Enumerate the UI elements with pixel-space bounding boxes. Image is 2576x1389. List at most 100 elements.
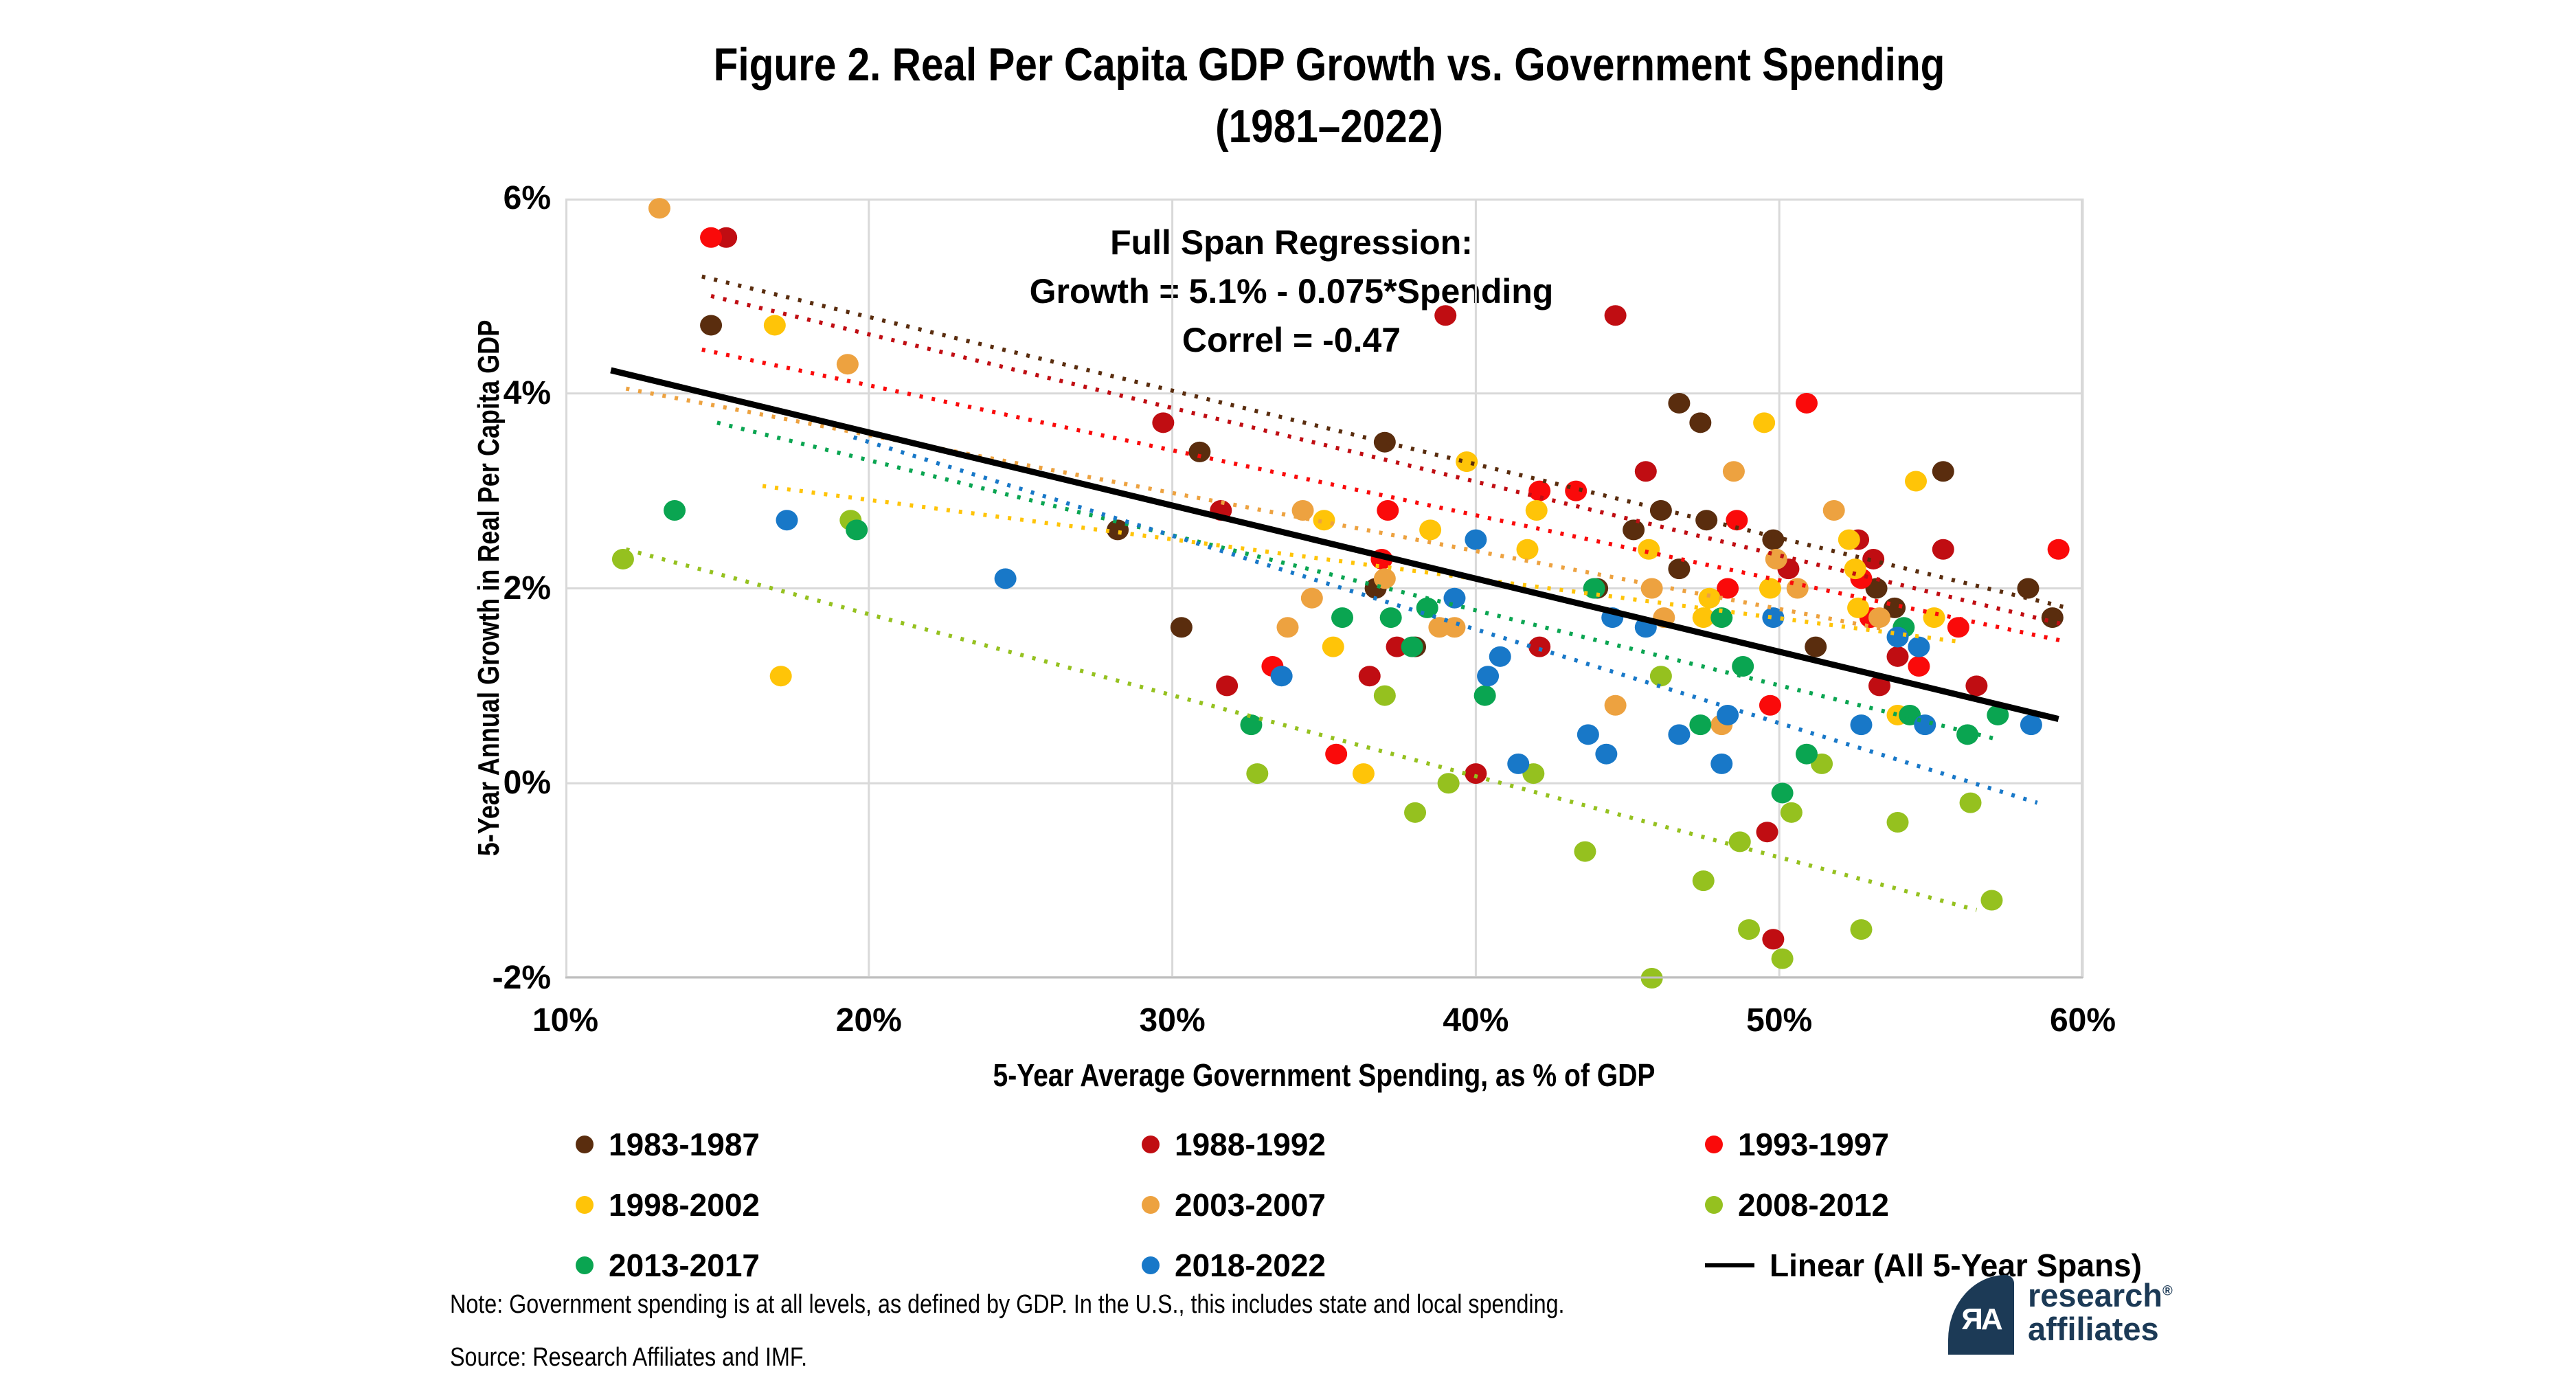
data-point-2008-2012 bbox=[1738, 919, 1761, 940]
data-point-2008-2012 bbox=[1771, 948, 1794, 969]
y-tick-label-4%: 4% bbox=[503, 374, 551, 411]
data-point-1998-2002 bbox=[1753, 412, 1776, 433]
legend-label: 1993-1997 bbox=[1738, 1127, 1889, 1162]
data-point-1998-2002 bbox=[1516, 539, 1539, 560]
data-point-2008-2012 bbox=[1574, 841, 1596, 862]
data-point-2013-2017 bbox=[1795, 743, 1818, 765]
legend-dot-swatch bbox=[1142, 1136, 1160, 1153]
data-point-1998-2002 bbox=[1838, 529, 1860, 550]
data-point-2008-2012 bbox=[1404, 802, 1427, 823]
data-point-1993-1997 bbox=[1528, 480, 1551, 501]
data-point-2003-2007 bbox=[836, 354, 859, 375]
legend-item-2013-2017: 2013-2017 bbox=[576, 1247, 1142, 1284]
data-point-2013-2017 bbox=[1583, 578, 1605, 599]
chart-title-line2: (1981–2022) bbox=[1215, 100, 1443, 153]
data-point-1998-2002 bbox=[1322, 636, 1344, 657]
data-point-1988-1992 bbox=[1358, 666, 1381, 687]
annotation-line1: Full Span Regression: bbox=[1110, 223, 1473, 262]
legend-label: 2003-2007 bbox=[1175, 1187, 1326, 1223]
data-point-2008-2012 bbox=[1886, 812, 1909, 833]
trendline-2008-2012 bbox=[625, 547, 1978, 912]
data-point-2013-2017 bbox=[1956, 724, 1979, 745]
x-tick-label-50%: 50% bbox=[1746, 1002, 1813, 1039]
data-point-1983-1987 bbox=[1668, 558, 1691, 580]
data-point-1988-1992 bbox=[1886, 646, 1909, 667]
legend-dot-swatch bbox=[576, 1256, 594, 1274]
logo-wordmark-line2: affiliates bbox=[2028, 1310, 2159, 1347]
data-point-2018-2022 bbox=[1489, 646, 1511, 667]
data-point-2018-2022 bbox=[994, 568, 1017, 589]
data-point-1988-1992 bbox=[1434, 305, 1457, 326]
logo-wordmark: research® affiliates bbox=[2028, 1277, 2173, 1347]
data-point-1998-2002 bbox=[1847, 597, 1870, 618]
note-text: Note: Government spending is at all leve… bbox=[450, 1290, 1565, 1319]
data-point-1993-1997 bbox=[2047, 539, 2070, 560]
data-point-2003-2007 bbox=[1640, 578, 1663, 599]
legend-item-Linear (All 5-Year Spans): Linear (All 5-Year Spans) bbox=[1705, 1247, 2142, 1284]
data-point-1993-1997 bbox=[1947, 617, 1969, 638]
data-point-2018-2022 bbox=[776, 510, 798, 531]
data-point-1998-2002 bbox=[1905, 471, 1928, 492]
data-point-1998-2002 bbox=[1844, 558, 1866, 580]
x-axis-title: 5-Year Average Government Spending, as %… bbox=[993, 1057, 1656, 1093]
data-point-1988-1992 bbox=[1386, 636, 1408, 657]
data-point-1988-1992 bbox=[1756, 822, 1778, 843]
data-point-1993-1997 bbox=[1795, 392, 1818, 414]
legend-label: 2013-2017 bbox=[609, 1247, 760, 1283]
legend-label: 2008-2012 bbox=[1738, 1187, 1889, 1223]
data-point-2003-2007 bbox=[1300, 587, 1323, 609]
data-point-1988-1992 bbox=[1604, 305, 1627, 326]
trendline-1993-1997 bbox=[701, 347, 2068, 644]
data-point-2008-2012 bbox=[1728, 831, 1751, 852]
data-point-1983-1987 bbox=[1668, 392, 1691, 414]
data-point-1983-1987 bbox=[2041, 607, 2064, 629]
data-point-1998-2002 bbox=[763, 315, 786, 336]
data-point-1993-1997 bbox=[700, 227, 723, 248]
data-point-1998-2002 bbox=[1698, 587, 1721, 609]
data-point-1988-1992 bbox=[1528, 636, 1551, 657]
data-point-2013-2017 bbox=[664, 500, 686, 521]
data-point-1988-1992 bbox=[1152, 412, 1175, 433]
data-point-2013-2017 bbox=[1689, 714, 1712, 736]
data-point-1998-2002 bbox=[1456, 451, 1478, 473]
legend-item-2008-2012: 2008-2012 bbox=[1705, 1186, 2142, 1223]
data-point-2008-2012 bbox=[611, 548, 634, 569]
y-tick-label-6%: 6% bbox=[503, 180, 551, 216]
data-point-2018-2022 bbox=[1270, 666, 1293, 687]
data-point-2008-2012 bbox=[1437, 773, 1460, 794]
data-point-1993-1997 bbox=[1717, 578, 1739, 599]
data-point-1988-1992 bbox=[1465, 763, 1487, 784]
logo-wordmark-line1: research bbox=[2028, 1277, 2162, 1313]
legend-label: 1998-2002 bbox=[609, 1187, 760, 1223]
data-point-1993-1997 bbox=[1377, 500, 1399, 521]
data-point-1983-1987 bbox=[1762, 529, 1785, 550]
data-point-1993-1997 bbox=[1908, 656, 1930, 677]
data-point-2003-2007 bbox=[1428, 617, 1451, 638]
regression-annotation: Full Span Regression: Growth = 5.1% - 0.… bbox=[948, 218, 1635, 365]
data-point-1983-1987 bbox=[2017, 578, 2040, 599]
data-point-1988-1992 bbox=[1862, 548, 1885, 569]
data-point-2008-2012 bbox=[1850, 919, 1873, 940]
data-point-1998-2002 bbox=[1352, 763, 1375, 784]
legend-dot-swatch bbox=[1705, 1196, 1723, 1214]
data-point-2003-2007 bbox=[1786, 578, 1809, 599]
data-point-2003-2007 bbox=[1373, 568, 1396, 589]
data-point-2018-2022 bbox=[1443, 587, 1466, 609]
legend-item-1983-1987: 1983-1987 bbox=[576, 1126, 1142, 1163]
data-point-1998-2002 bbox=[1638, 539, 1660, 560]
data-point-2018-2022 bbox=[1710, 753, 1733, 774]
data-point-2013-2017 bbox=[1473, 685, 1496, 706]
data-point-2018-2022 bbox=[1908, 636, 1930, 657]
y-tick-label-0%: 0% bbox=[503, 765, 551, 802]
legend-label: 2018-2022 bbox=[1175, 1247, 1326, 1283]
legend-line-swatch bbox=[1705, 1263, 1754, 1267]
data-point-2013-2017 bbox=[1401, 636, 1423, 657]
trendline-2018-2022 bbox=[852, 435, 2038, 805]
data-point-2018-2022 bbox=[1668, 724, 1691, 745]
data-point-1988-1992 bbox=[1762, 929, 1785, 950]
trendline-2013-2017 bbox=[716, 420, 1999, 742]
legend-item-2003-2007: 2003-2007 bbox=[1142, 1186, 1705, 1223]
chart-title: Figure 2. Real Per Capita GDP Growth vs.… bbox=[681, 34, 1978, 158]
x-tick-label-40%: 40% bbox=[1443, 1002, 1509, 1039]
